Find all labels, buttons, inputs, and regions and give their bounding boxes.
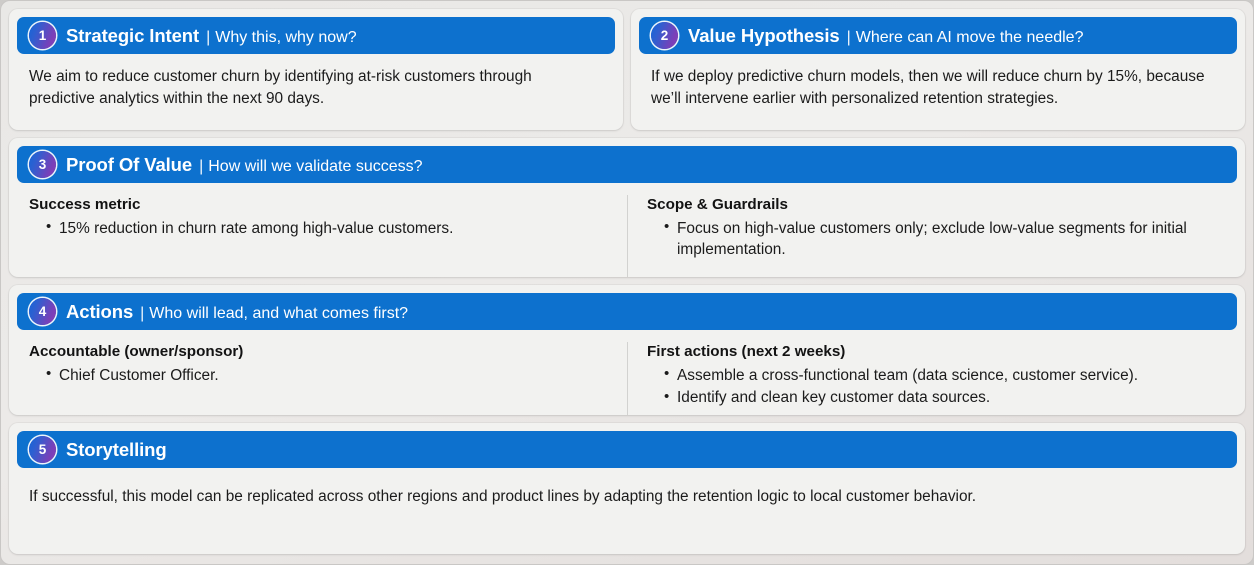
step-number-badge: 3 [29,151,56,178]
card-body: We aim to reduce customer churn by ident… [9,54,623,130]
card-header: 5 Storytelling [17,431,1237,468]
card-value-hypothesis[interactable]: 2 Value Hypothesis | Where can AI move t… [631,9,1245,130]
card-body-column: If successful, this model can be replica… [9,486,1245,554]
card-strategic-intent[interactable]: 1 Strategic Intent | Why this, why now? … [9,9,623,130]
card-body: If successful, this model can be replica… [9,468,1245,554]
card-subtitle: Who will lead, and what comes first? [149,304,409,322]
card-header: 2 Value Hypothesis | Where can AI move t… [639,17,1237,54]
card-storytelling[interactable]: 5 Storytelling If successful, this model… [9,423,1245,554]
card-header: 1 Strategic Intent | Why this, why now? [17,17,615,54]
card-title: Value Hypothesis [688,24,840,46]
card-title: Storytelling [66,438,167,460]
card-subtitle: Why this, why now? [215,28,357,46]
list-item: Assemble a cross-functional team (data s… [664,364,1229,386]
card-header: 4 Actions | Who will lead, and what come… [17,293,1237,330]
card-body-column: We aim to reduce customer churn by ident… [9,66,623,130]
card-subtitle: Where can AI move the needle? [855,28,1084,46]
step-number-badge: 2 [651,22,678,49]
card-proof-of-value[interactable]: 3 Proof Of Value | How will we validate … [9,138,1245,277]
card-header: 3 Proof Of Value | How will we validate … [17,146,1237,183]
list-item: Identify and clean key customer data sou… [664,386,1229,408]
card-row-top: 1 Strategic Intent | Why this, why now? … [9,9,1245,130]
card-header-text: Value Hypothesis | Where can AI move the… [688,25,1083,47]
card-paragraph: If we deploy predictive churn models, th… [651,68,1205,107]
list-item: 15% reduction in churn rate among high-v… [46,217,611,239]
card-body: Success metric 15% reduction in churn ra… [9,183,1245,277]
column-heading: Success metric [29,196,141,213]
card-header-text: Strategic Intent | Why this, why now? [66,25,357,47]
column-heading: Scope & Guardrails [647,196,788,213]
step-number-badge: 5 [29,436,56,463]
bullet-list: Assemble a cross-functional team (data s… [647,364,1229,409]
card-body-column: If we deploy predictive churn models, th… [631,66,1245,130]
card-header-text: Actions | Who will lead, and what comes … [66,301,408,323]
card-title-separator: | [140,304,145,322]
card-body-column-left: Success metric 15% reduction in churn ra… [9,195,627,277]
column-heading: Accountable (owner/sponsor) [29,343,244,360]
bullet-list: 15% reduction in churn rate among high-v… [29,217,611,239]
card-title: Strategic Intent [66,24,200,46]
card-title: Proof Of Value [66,153,193,175]
card-header-text: Proof Of Value | How will we validate su… [66,154,423,176]
card-paragraph: If successful, this model can be replica… [29,488,977,505]
card-paragraph: We aim to reduce customer churn by ident… [29,68,532,107]
bullet-list: Focus on high-value customers only; excl… [647,217,1229,261]
card-title-separator: | [199,157,204,175]
card-header-text: Storytelling [66,439,167,461]
step-number-badge: 1 [29,22,56,49]
card-body: Accountable (owner/sponsor) Chief Custom… [9,330,1245,415]
card-body-column-right: Scope & Guardrails Focus on high-value c… [627,195,1245,277]
bullet-list: Chief Customer Officer. [29,364,611,386]
step-number-badge: 4 [29,298,56,325]
card-body: If we deploy predictive churn models, th… [631,54,1245,130]
card-title-separator: | [846,28,851,46]
list-item: Chief Customer Officer. [46,364,611,386]
column-heading: First actions (next 2 weeks) [647,343,846,360]
card-body-column-right: First actions (next 2 weeks) Assemble a … [627,342,1245,415]
card-subtitle: How will we validate success? [208,157,423,175]
list-item: Focus on high-value customers only; excl… [664,217,1229,261]
card-title-separator: | [206,28,211,46]
card-body-column-left: Accountable (owner/sponsor) Chief Custom… [9,342,627,415]
card-actions[interactable]: 4 Actions | Who will lead, and what come… [9,285,1245,415]
card-title: Actions [66,300,134,322]
